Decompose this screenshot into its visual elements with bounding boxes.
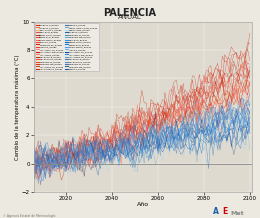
Y-axis label: Cambio de la temperatura máxima (°C): Cambio de la temperatura máxima (°C) [15,54,20,160]
Text: © Agencia Estatal de Meteorología: © Agencia Estatal de Meteorología [3,214,55,218]
Text: A: A [213,207,219,216]
Text: Met: Met [230,211,244,216]
Text: E: E [222,207,228,216]
Text: PALENCIA: PALENCIA [103,8,157,18]
Text: ANUAL: ANUAL [118,14,142,20]
X-axis label: Año: Año [137,202,149,207]
Legend: ACCESS1.0_RCP85, ACCESS1.3_RCP85, BCC-CSM1.1_RCP85, BNU-ESM_RCP85, CNRM-CM5A_RCP: ACCESS1.0_RCP85, ACCESS1.3_RCP85, BCC-CS… [35,23,99,71]
